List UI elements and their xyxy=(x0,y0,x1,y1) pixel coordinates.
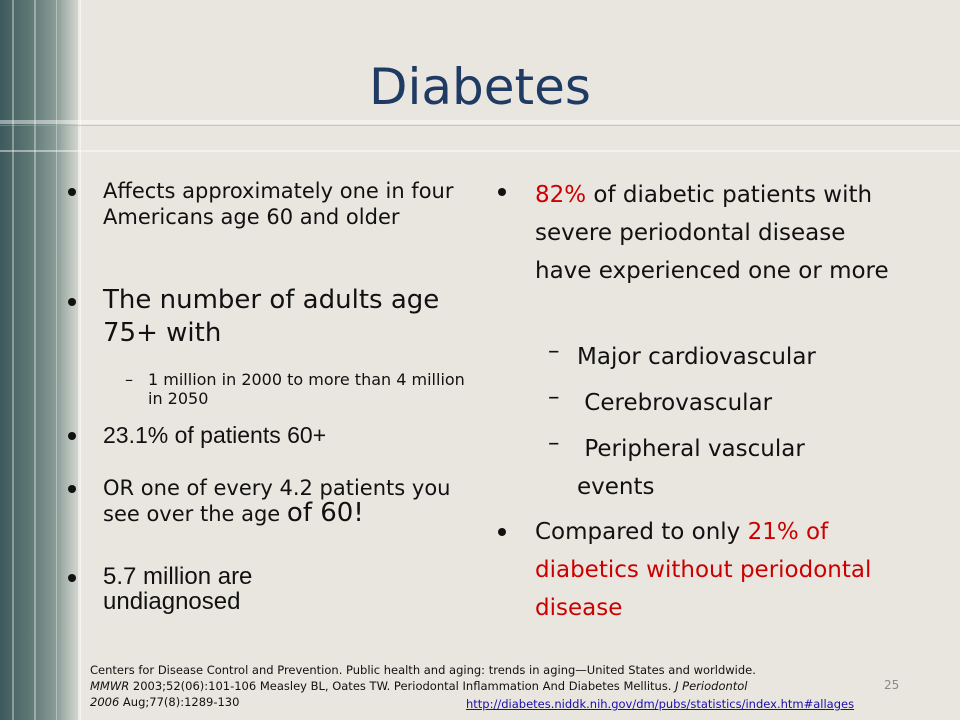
left-bullet-undiagnosed: 5.7 million are undiagnosed xyxy=(103,563,253,615)
reference-journal-2: J Periodontol xyxy=(675,679,748,693)
left-bullet-one-of-every: OR one of every 4.2 patients you see ove… xyxy=(103,476,483,527)
decorative-line xyxy=(78,0,81,720)
right-bullet-82-text: of diabetic patients with severe periodo… xyxy=(535,182,889,284)
decorative-line xyxy=(56,0,57,720)
source-link[interactable]: http://diabetes.niddk.nih.gov/dm/pubs/st… xyxy=(466,697,855,711)
right-bullet-82-red: 82% xyxy=(535,182,587,208)
bullet-icon xyxy=(68,188,76,196)
page-number: 25 xyxy=(884,678,900,692)
bullet-icon xyxy=(68,485,76,493)
right-sub-cerebrovascular: Cerebrovascular xyxy=(577,390,773,416)
right-sub-peripheral: Peripheral vascular events xyxy=(577,436,813,500)
reference-pages: Aug;77(8):1289-130 xyxy=(119,695,240,709)
right-bullet-82: 82% of diabetic patients with severe per… xyxy=(535,176,895,290)
right-bullet-21-red: 21% of diabetics without periodontal dis… xyxy=(535,519,872,621)
right-sub-cardiovascular: Major cardiovascular xyxy=(577,344,816,370)
bullet-icon xyxy=(68,298,76,306)
left-sub-projection: 1 million in 2000 to more than 4 million… xyxy=(148,370,465,408)
left-bullet-one-of-every-emphasis: of 60! xyxy=(286,498,364,528)
right-bullet-21-text: Compared to only xyxy=(535,519,748,545)
right-bullet-21: Compared to only 21% of diabetics withou… xyxy=(535,513,915,627)
decorative-line xyxy=(34,0,36,720)
bullet-icon xyxy=(68,432,76,440)
decorative-side-glow xyxy=(60,0,120,720)
left-bullet-adults-75: The number of adults age 75+ with xyxy=(103,285,440,348)
decorative-line xyxy=(0,125,960,126)
reference-year: 2006 xyxy=(90,695,120,709)
reference-journal: MMWR xyxy=(90,679,130,693)
reference-line-3: 2006 Aug;77(8):1289-130 xyxy=(90,694,790,710)
reference-citation: 2003;52(06):101-106 Measley BL, Oates TW… xyxy=(129,679,676,693)
bullet-icon xyxy=(498,528,506,536)
reference-line-2: MMWR 2003;52(06):101-106 Measley BL, Oat… xyxy=(90,678,790,694)
bullet-icon xyxy=(498,188,506,196)
decorative-line xyxy=(12,0,14,720)
dash-icon: – xyxy=(548,430,560,456)
left-bullet-percent: 23.1% of patients 60+ xyxy=(103,422,327,448)
reference-line-1: Centers for Disease Control and Preventi… xyxy=(90,663,756,677)
left-bullet-one-of-every-text: OR one of every 4.2 patients you see ove… xyxy=(103,476,451,526)
dash-icon: – xyxy=(548,384,560,410)
slide-title: Diabetes xyxy=(369,58,591,116)
left-bullet-affects: Affects approximately one in four Americ… xyxy=(103,179,454,229)
decorative-line xyxy=(0,120,960,124)
references: Centers for Disease Control and Preventi… xyxy=(90,662,790,710)
decorative-line xyxy=(0,150,960,152)
dash-icon: – xyxy=(548,338,560,364)
dash-icon: – xyxy=(125,370,133,389)
bullet-icon xyxy=(68,574,76,582)
